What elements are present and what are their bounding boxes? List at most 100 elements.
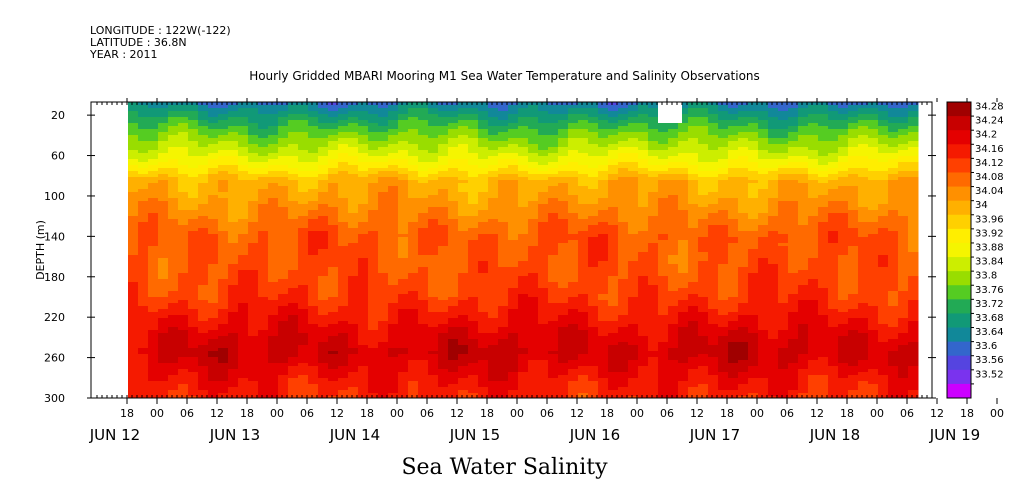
heatmap-cell [448, 108, 459, 112]
heatmap-cell [508, 393, 519, 397]
heatmap-cell [148, 252, 159, 256]
heatmap-cell [418, 381, 429, 385]
heatmap-cell [498, 240, 509, 244]
heatmap-cell [618, 363, 629, 367]
heatmap-cell [358, 135, 369, 139]
heatmap-cell [368, 303, 379, 307]
heatmap-cell [168, 300, 179, 304]
heatmap-cell [138, 351, 149, 355]
heatmap-cell [258, 267, 269, 271]
heatmap-cell [538, 378, 549, 382]
heatmap-cell [188, 219, 199, 223]
heatmap-cell [568, 387, 579, 391]
heatmap-cell [138, 315, 149, 319]
heatmap-cell [578, 228, 589, 232]
heatmap-cell [398, 213, 409, 217]
heatmap-cell [348, 366, 359, 370]
heatmap-cell [218, 393, 229, 397]
heatmap-cell [448, 390, 459, 394]
heatmap-cell [178, 165, 189, 169]
heatmap-cell [358, 180, 369, 184]
heatmap-cell [258, 285, 269, 289]
heatmap-cell [588, 210, 599, 214]
heatmap-cell [228, 288, 239, 292]
heatmap-cell [188, 369, 199, 373]
heatmap-cell [518, 177, 529, 181]
heatmap-cell [328, 195, 339, 199]
heatmap-cell [158, 282, 169, 286]
heatmap-cell [168, 330, 179, 334]
heatmap-cell [538, 294, 549, 298]
heatmap-cell [258, 159, 269, 163]
heatmap-cell [218, 138, 229, 142]
heatmap-cell [618, 282, 629, 286]
heatmap-cell [508, 222, 519, 226]
heatmap-cell [298, 237, 309, 241]
heatmap-cell [348, 225, 359, 229]
heatmap-cell [238, 264, 249, 268]
heatmap-cell [428, 156, 439, 160]
heatmap-cell [588, 375, 599, 379]
heatmap-cell [448, 246, 459, 250]
heatmap-cell [558, 327, 569, 331]
heatmap-cell [218, 273, 229, 277]
heatmap-cell [508, 360, 519, 364]
heatmap-cell [298, 360, 309, 364]
heatmap-cell [388, 123, 399, 127]
heatmap-cell [378, 165, 389, 169]
heatmap-cell [288, 354, 299, 358]
heatmap-cell [218, 360, 229, 364]
heatmap-cell [238, 225, 249, 229]
heatmap-cell [268, 162, 279, 166]
heatmap-cell [238, 186, 249, 190]
heatmap-cell [188, 147, 199, 151]
heatmap-cell [258, 279, 269, 283]
heatmap-cell [448, 123, 459, 127]
heatmap-cell [428, 351, 439, 355]
heatmap-cell [498, 177, 509, 181]
heatmap-cell [588, 162, 599, 166]
heatmap-cell [568, 216, 579, 220]
heatmap-cell [528, 171, 539, 175]
heatmap-cell [348, 324, 359, 328]
heatmap-cell [478, 300, 489, 304]
heatmap-cell [168, 108, 179, 112]
heatmap-cell [568, 333, 579, 337]
heatmap-cell [138, 231, 149, 235]
heatmap-cell [178, 147, 189, 151]
heatmap-cell [448, 180, 459, 184]
heatmap-cell [298, 390, 309, 394]
heatmap-cell [428, 117, 439, 121]
heatmap-cell [528, 243, 539, 247]
heatmap-cell [358, 339, 369, 343]
heatmap-cell [248, 330, 259, 334]
heatmap-cell [128, 249, 139, 253]
heatmap-cell [548, 348, 559, 352]
heatmap-cell [218, 189, 229, 193]
heatmap-cell [148, 117, 159, 121]
heatmap-cell [328, 108, 339, 112]
heatmap-cell [388, 156, 399, 160]
heatmap-cell [488, 264, 499, 268]
heatmap-cell [348, 267, 359, 271]
heatmap-cell [618, 276, 629, 280]
heatmap-cell [138, 360, 149, 364]
heatmap-cell [518, 288, 529, 292]
heatmap-cell [608, 129, 619, 133]
heatmap-cell [508, 249, 519, 253]
heatmap-cell [378, 273, 389, 277]
heatmap-cell [538, 264, 549, 268]
heatmap-cell [268, 216, 279, 220]
heatmap-cell [298, 312, 309, 316]
heatmap-cell [368, 270, 379, 274]
heatmap-cell [488, 228, 499, 232]
heatmap-cell [538, 369, 549, 373]
heatmap-cell [358, 141, 369, 145]
heatmap-cell [308, 144, 319, 148]
heatmap-cell [538, 348, 549, 352]
heatmap-cell [298, 231, 309, 235]
heatmap-cell [378, 192, 389, 196]
heatmap-cell [618, 309, 629, 313]
heatmap-cell [358, 330, 369, 334]
heatmap-cell [248, 240, 259, 244]
